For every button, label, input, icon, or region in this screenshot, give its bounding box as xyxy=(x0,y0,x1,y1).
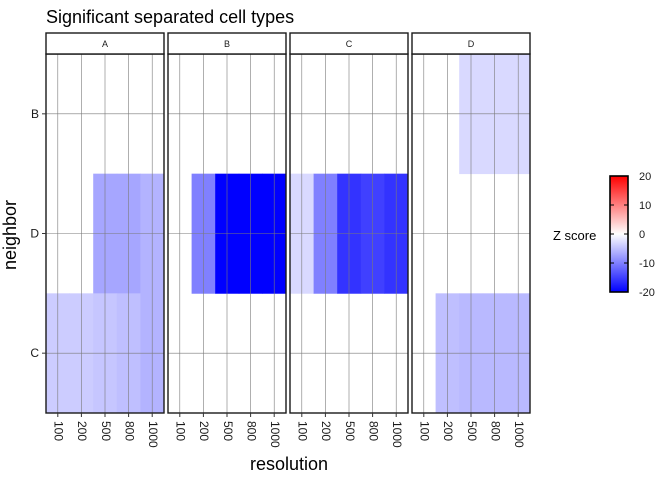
x-tick-label: 1000 xyxy=(146,421,160,448)
y-tick-label: D xyxy=(30,227,39,241)
facet-strip xyxy=(289,32,409,55)
x-tick-label: 500 xyxy=(465,421,479,441)
legend-tick-label: -20 xyxy=(639,287,655,299)
facet-strip-label: D xyxy=(468,39,475,49)
x-tick-label: 100 xyxy=(418,421,432,441)
facet-panel-A: A 100 200 500 800 1000 xyxy=(45,32,165,448)
facet-panel-C: C 100 200 500 800 1000 xyxy=(289,32,409,448)
facet-strip-label: A xyxy=(102,39,108,49)
facet-panels: A 100 200 500 800 1000 B 100 200 500 800 1000 C 100 20… xyxy=(30,32,531,448)
x-tick-label: 200 xyxy=(319,421,333,441)
x-tick-label: 200 xyxy=(75,421,89,441)
chart-title: Significant separated cell types xyxy=(46,7,294,27)
x-tick-label: 500 xyxy=(343,421,357,441)
x-axis-title: resolution xyxy=(250,454,328,474)
x-tick-label: 100 xyxy=(52,421,66,441)
x-tick-label: 1000 xyxy=(268,421,282,448)
x-tick-label: 1000 xyxy=(390,421,404,448)
legend-tick-label: 20 xyxy=(639,171,651,183)
y-axis: B D C xyxy=(30,107,46,360)
y-tick-label: C xyxy=(30,346,39,360)
facet-strip-label: B xyxy=(224,39,230,49)
legend-title: Z score xyxy=(553,228,596,243)
y-tick-label: B xyxy=(31,107,39,121)
x-tick-label: 200 xyxy=(441,421,455,441)
x-tick-label: 800 xyxy=(122,421,136,441)
facet-panel-B: B 100 200 500 800 1000 xyxy=(167,32,287,448)
x-tick-label: 100 xyxy=(174,421,188,441)
legend-tick-label: 10 xyxy=(639,200,651,212)
facet-panel-D: D 100 200 500 800 1000 xyxy=(411,32,531,448)
color-legend: Z score 20 10 0 -10 -20 xyxy=(553,171,655,299)
x-tick-label: 800 xyxy=(244,421,258,441)
x-tick-label: 800 xyxy=(366,421,380,441)
legend-tick-label: -10 xyxy=(639,258,655,270)
facet-strip-label: C xyxy=(346,39,353,49)
facet-strip xyxy=(411,32,531,55)
x-tick-label: 200 xyxy=(197,421,211,441)
facet-strip xyxy=(167,32,287,55)
x-tick-label: 800 xyxy=(488,421,502,441)
y-axis-title: neighbor xyxy=(0,200,20,270)
x-tick-label: 500 xyxy=(99,421,113,441)
x-tick-label: 100 xyxy=(296,421,310,441)
x-tick-label: 1000 xyxy=(512,421,526,448)
x-tick-label: 500 xyxy=(221,421,235,441)
facet-strip xyxy=(45,32,165,55)
legend-tick-label: 0 xyxy=(639,229,645,241)
